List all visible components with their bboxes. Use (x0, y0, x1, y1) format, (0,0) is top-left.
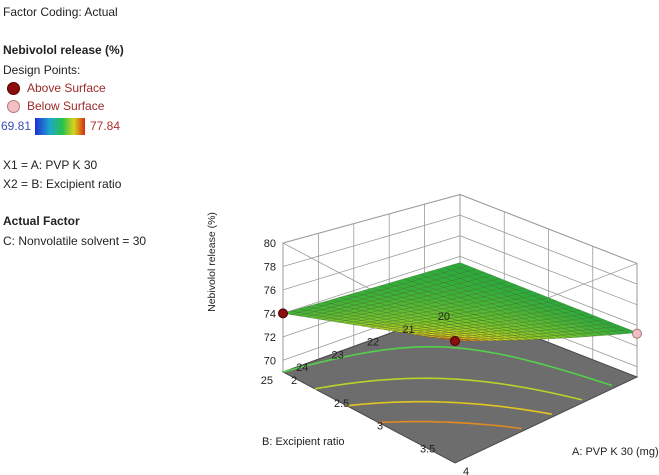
z-axis-title: Nebivolol release (%) (206, 212, 218, 312)
x-tick-label: 2.5 (334, 398, 349, 410)
z-gridline-left (282, 235, 461, 291)
design-points-label: Design Points: (3, 63, 81, 77)
z-gridline-left (282, 214, 461, 267)
y-tick-label: 23 (332, 349, 344, 361)
z-tick-label: 72 (264, 332, 276, 344)
x-tick-label: 3.5 (420, 443, 435, 455)
contour-line (282, 345, 613, 387)
x-tick-label: 3 (377, 421, 383, 433)
actual-factor-title: Actual Factor (3, 214, 80, 228)
y-tick-label: 21 (402, 324, 414, 336)
design-point-above (450, 336, 460, 347)
factor-coding-label: Factor Coding: Actual (3, 5, 118, 19)
contour-floor (281, 307, 639, 464)
contour-line (346, 400, 552, 415)
contour-line (378, 420, 522, 430)
z-gridline-left (282, 194, 461, 244)
z-gridline-left (282, 256, 461, 314)
design-point-above (278, 308, 288, 319)
z-tick-label: 74 (264, 308, 276, 320)
z-tick-label: 80 (264, 238, 276, 250)
response-title: Nebivolol release (%) (3, 43, 124, 57)
y-axis-title: B: Excipient ratio (262, 436, 345, 448)
z-tick-label: 70 (264, 355, 276, 367)
below-surface-label: Below Surface (27, 99, 105, 113)
y-tick-label: 20 (438, 311, 450, 323)
above-surface-dot-icon (7, 82, 20, 95)
color-scale-bar (35, 118, 85, 135)
z-tick-label: 78 (264, 261, 276, 273)
x-tick-label: 4 (463, 466, 469, 475)
x-tick-label: 2 (291, 375, 297, 387)
design-point-below (632, 328, 642, 339)
y-tick-label: 24 (296, 362, 308, 374)
color-scale-max: 77.84 (90, 119, 121, 133)
y-tick-label: 25 (261, 375, 273, 387)
x2-definition: X2 = B: Excipient ratio (3, 177, 122, 191)
y-tick-label: 22 (367, 337, 379, 349)
contour-line (314, 377, 583, 401)
below-surface-dot-icon (7, 100, 20, 113)
actual-factor-value: C: Nonvolatile solvent = 30 (3, 234, 147, 248)
x1-definition: X1 = A: PVP K 30 (3, 158, 98, 172)
x-axis-title: A: PVP K 30 (mg) (572, 446, 659, 458)
z-tick-label: 76 (264, 285, 276, 297)
color-scale-min: 69.81 (1, 119, 32, 133)
above-surface-label: Above Surface (27, 81, 106, 95)
